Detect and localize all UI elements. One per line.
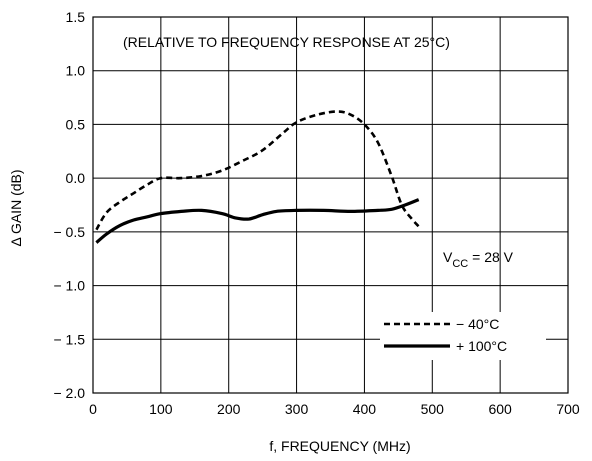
vcc-condition: VCC = 28 V — [443, 249, 514, 270]
x-tick-label: 400 — [353, 401, 377, 417]
y-tick-label: 0.5 — [66, 116, 86, 132]
x-tick-label: 300 — [285, 401, 309, 417]
series-lines — [95, 110, 420, 244]
series-line-minus40 — [95, 110, 420, 231]
legend-label-minus40: − 40°C — [456, 316, 499, 332]
legend-background — [380, 312, 546, 360]
y-axis-title: Δ GAIN (dB) — [8, 169, 24, 246]
plot-area-frame — [92, 16, 569, 394]
y-tick-label: 1.5 — [66, 9, 86, 25]
y-tick-label: 1.0 — [66, 63, 86, 79]
x-tick-label: 600 — [488, 401, 512, 417]
legend-label-plus100: + 100°C — [456, 338, 507, 354]
y-tick-label: − 1.0 — [53, 278, 85, 294]
y-tick-labels: 1.5 1.0 0.5 0.0 − 0.5 − 1.0 − 1.5 − 2.0 — [53, 9, 85, 401]
x-tick-label: 200 — [217, 401, 241, 417]
x-tick-label: 700 — [556, 401, 580, 417]
y-tick-label: − 2.0 — [53, 385, 85, 401]
y-tick-label: − 0.5 — [53, 224, 85, 240]
x-tick-label: 500 — [421, 401, 445, 417]
x-tick-labels: 0 100 200 300 400 500 600 700 — [89, 401, 580, 417]
x-tick-label: 0 — [89, 401, 97, 417]
y-tick-label: 0.0 — [66, 170, 86, 186]
grid — [93, 17, 568, 393]
series-line-plus100 — [95, 198, 420, 244]
legend: − 40°C + 100°C — [384, 316, 507, 354]
reference-annotation: (RELATIVE TO FREQUENCY RESPONSE AT 25°C) — [123, 34, 450, 50]
y-tick-label: − 1.5 — [53, 331, 85, 347]
x-axis-title: f, FREQUENCY (MHz) — [269, 438, 410, 454]
x-tick-label: 100 — [149, 401, 173, 417]
